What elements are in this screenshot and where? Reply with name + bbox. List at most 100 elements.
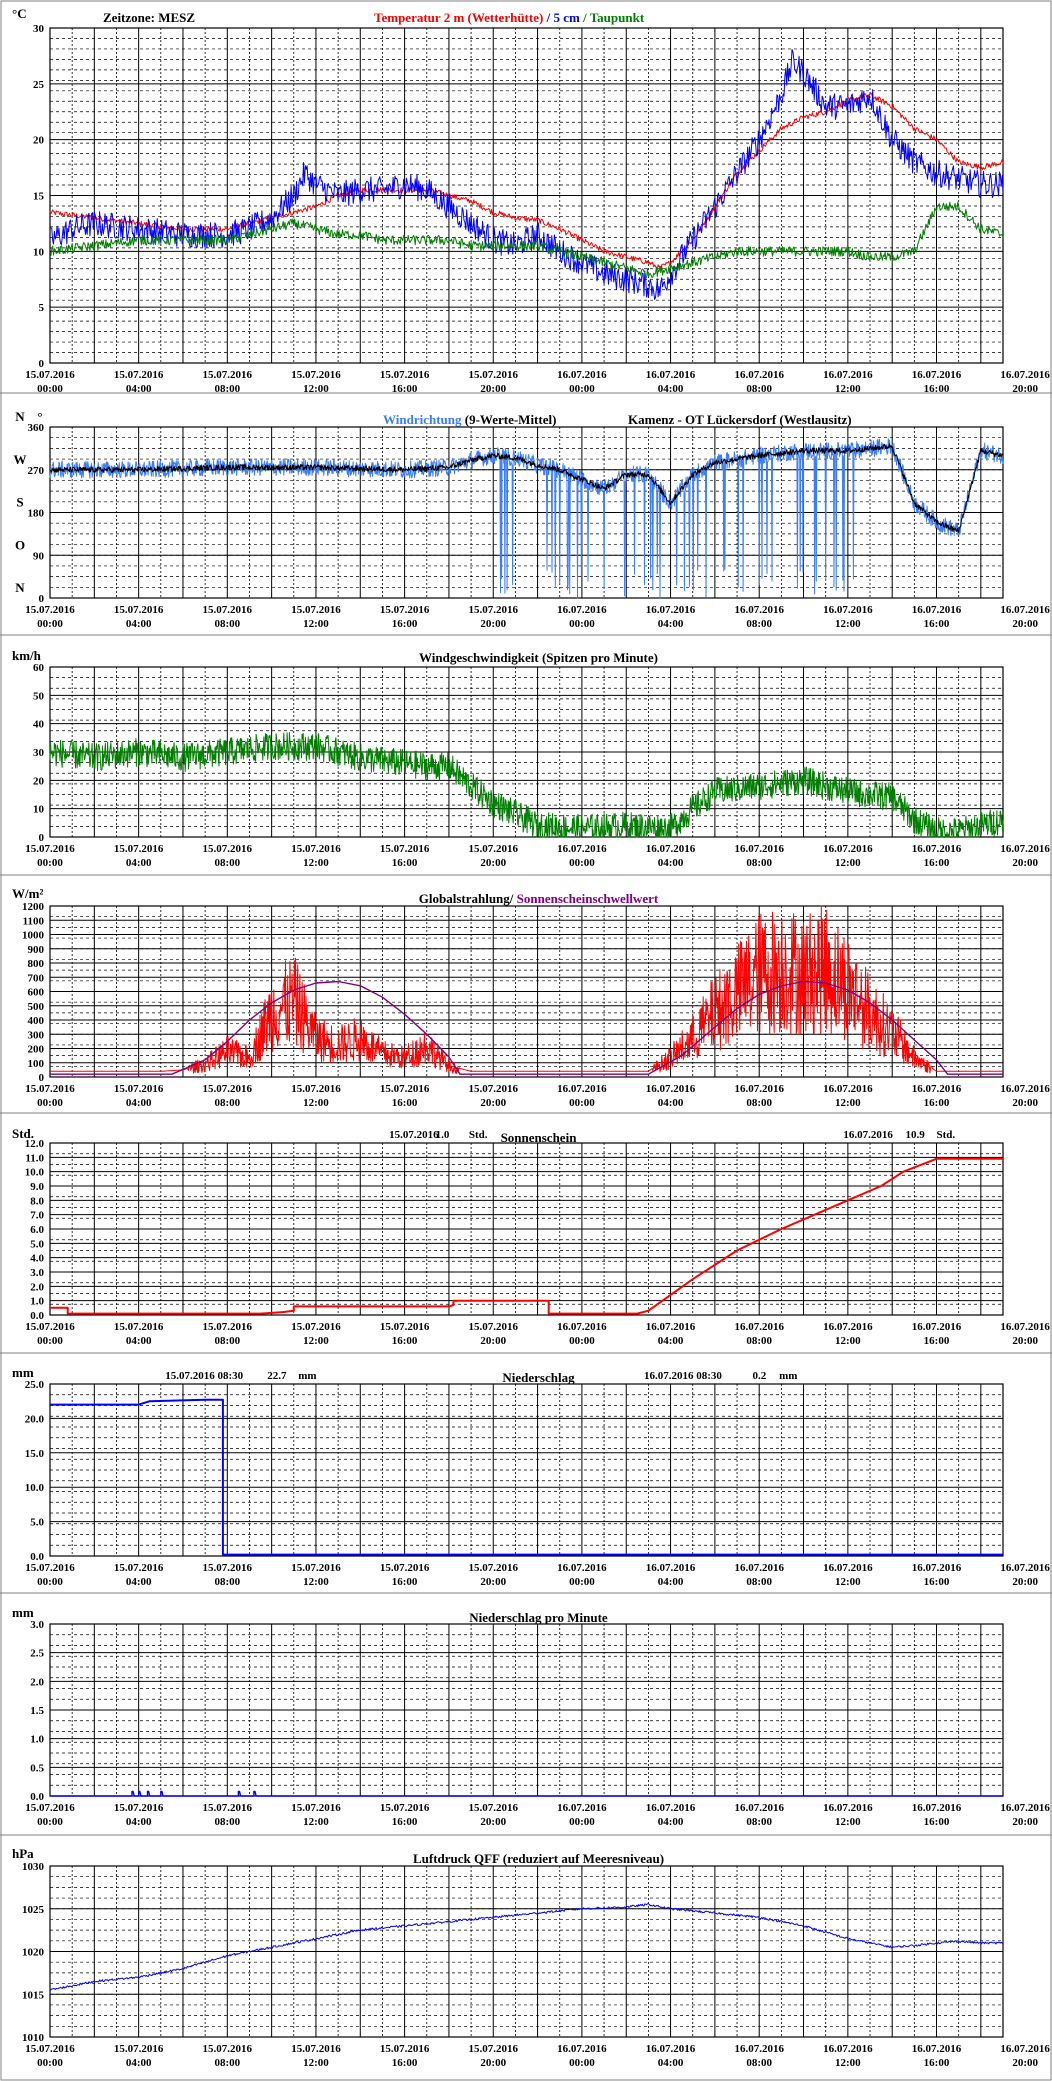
y-tick-label: 300	[28, 1029, 45, 1041]
title-part: /	[580, 10, 587, 25]
y-tick-label: 400	[28, 1015, 45, 1027]
title-part: Taupunkt	[587, 10, 645, 25]
x-tick-date: 15.07.2016	[203, 1562, 253, 1574]
x-tick-date: 15.07.2016	[203, 604, 253, 616]
title-part: Sonnenschein	[501, 1130, 578, 1145]
x-tick-date: 16.07.2016	[1000, 369, 1050, 381]
x-tick-date: 16.07.2016	[912, 369, 962, 381]
x-tick-time: 20:00	[1012, 1097, 1038, 1109]
chart-precipmin: 0.0 0.5 1.0 1.5 2.0 2.5 3.0mm 15.07.2016 00:00 15…	[12, 1605, 1050, 1828]
x-tick-date: 15.07.2016	[380, 1083, 430, 1095]
x-tick-date: 15.07.2016	[25, 843, 75, 855]
plot-frame	[49, 426, 1004, 599]
summary-note: mm	[779, 1370, 797, 1382]
x-tick-date: 15.07.2016	[25, 1321, 75, 1333]
x-tick-time: 08:00	[214, 1335, 240, 1347]
y-tick-label: 0.0	[30, 1310, 44, 1322]
x-tick-time: 16:00	[924, 383, 950, 395]
x-tick-time: 20:00	[1012, 857, 1038, 869]
plot-frame	[49, 1865, 1004, 2038]
x-tick-date: 16.07.2016	[1000, 1802, 1050, 1814]
plot-frame	[49, 1142, 1004, 1316]
y-tick-label: 1000	[22, 930, 45, 942]
x-tick-date: 15.07.2016	[114, 1321, 164, 1333]
x-tick-date: 16.07.2016	[557, 604, 607, 616]
x-tick-date: 16.07.2016	[1000, 1321, 1050, 1333]
x-tick-time: 16:00	[924, 1576, 950, 1588]
x-tick-date: 15.07.2016	[291, 1802, 341, 1814]
x-tick-time: 00:00	[569, 857, 595, 869]
x-tick-date: 15.07.2016	[380, 2043, 430, 2055]
chart-title: Windgeschwindigkeit (Spitzen pro Minute)	[419, 650, 658, 665]
x-tick-time: 04:00	[126, 618, 152, 630]
unit-label: °C	[12, 6, 27, 21]
y-tick-label: 5.0	[30, 1238, 44, 1250]
y-tick-label: 25	[33, 79, 45, 91]
x-tick-time: 00:00	[37, 857, 63, 869]
x-tick-date: 15.07.2016	[25, 1562, 75, 1574]
chart-temp: 0 5 10 15 20 25 30 °C 15.07.2016 00:00 15.07.2016 0…	[12, 6, 1050, 395]
x-tick-date: 15.07.2016	[291, 1083, 341, 1095]
x-tick-date: 16.07.2016	[557, 1083, 607, 1095]
y-tick-label: 270	[28, 465, 45, 477]
x-tick-time: 00:00	[37, 1816, 63, 1828]
x-tick-date: 15.07.2016	[25, 1802, 75, 1814]
x-tick-time: 12:00	[835, 2057, 861, 2069]
x-tick-time: 20:00	[1012, 2057, 1038, 2069]
title-part: Niederschlag pro Minute	[469, 1610, 608, 1625]
chart-title: Globalstrahlung/ Sonnenscheinschwellwert	[419, 891, 659, 906]
x-tick-date: 16.07.2016	[557, 369, 607, 381]
x-tick-time: 08:00	[214, 383, 240, 395]
x-tick-time: 00:00	[569, 1576, 595, 1588]
x-tick-date: 16.07.2016	[557, 1321, 607, 1333]
y-tick-label: 30	[33, 23, 45, 35]
x-tick-date: 16.07.2016	[646, 2043, 696, 2055]
x-tick-date: 15.07.2016	[114, 604, 164, 616]
x-tick-time: 20:00	[480, 857, 506, 869]
x-tick-time: 16:00	[392, 1335, 418, 1347]
x-tick-time: 08:00	[214, 1097, 240, 1109]
x-tick-time: 00:00	[569, 383, 595, 395]
x-tick-date: 16.07.2016	[734, 2043, 784, 2055]
x-tick-time: 08:00	[214, 1816, 240, 1828]
x-tick-date: 15.07.2016	[114, 1083, 164, 1095]
x-tick-date: 15.07.2016	[25, 1083, 75, 1095]
x-tick-date: 16.07.2016	[912, 1562, 962, 1574]
x-tick-time: 08:00	[214, 857, 240, 869]
y-tick-label: 1100	[23, 915, 45, 927]
unit-label: Std.	[12, 1126, 34, 1141]
x-tick-date: 15.07.2016	[114, 369, 164, 381]
y-tick-label: 20	[33, 135, 45, 147]
y-tick-label: 10.0	[25, 1167, 45, 1179]
x-tick-time: 04:00	[126, 1816, 152, 1828]
x-tick-date: 15.07.2016	[25, 2043, 75, 2055]
x-tick-time: 16:00	[392, 857, 418, 869]
title-station: Kamenz - OT Lückersdorf (Westlausitz)	[628, 412, 852, 427]
x-tick-time: 00:00	[569, 618, 595, 630]
compass-label: O	[15, 537, 25, 552]
chart-title: Niederschlag pro Minute	[469, 1610, 608, 1625]
series-line-9-werte-mittel	[49, 443, 1004, 533]
x-tick-time: 04:00	[126, 1097, 152, 1109]
unit-label: km/h	[12, 648, 42, 663]
y-tick-label: 4.0	[30, 1253, 44, 1265]
x-tick-date: 16.07.2016	[646, 1083, 696, 1095]
x-tick-time: 12:00	[303, 618, 329, 630]
y-tick-label: 60	[33, 662, 45, 674]
x-tick-date: 15.07.2016	[203, 2043, 253, 2055]
x-tick-time: 20:00	[1012, 1816, 1038, 1828]
plot-frame	[49, 1383, 1004, 1557]
x-tick-time: 20:00	[1012, 1335, 1038, 1347]
unit-degree: °	[37, 409, 42, 424]
chart-sunshine: 0.0 1.0 2.0 3.0 4.0 5.0 6.0 7.0 8.0 9.0 10.0 11.0 12…	[12, 1126, 1050, 1347]
summary-note: 0.2	[753, 1370, 767, 1382]
x-tick-date: 15.07.2016	[114, 1562, 164, 1574]
x-tick-time: 00:00	[569, 1097, 595, 1109]
x-tick-date: 16.07.2016	[734, 1802, 784, 1814]
x-tick-time: 16:00	[924, 857, 950, 869]
x-tick-time: 00:00	[569, 2057, 595, 2069]
summary-note: mm	[298, 1370, 316, 1382]
y-tick-label: 5	[39, 302, 45, 314]
